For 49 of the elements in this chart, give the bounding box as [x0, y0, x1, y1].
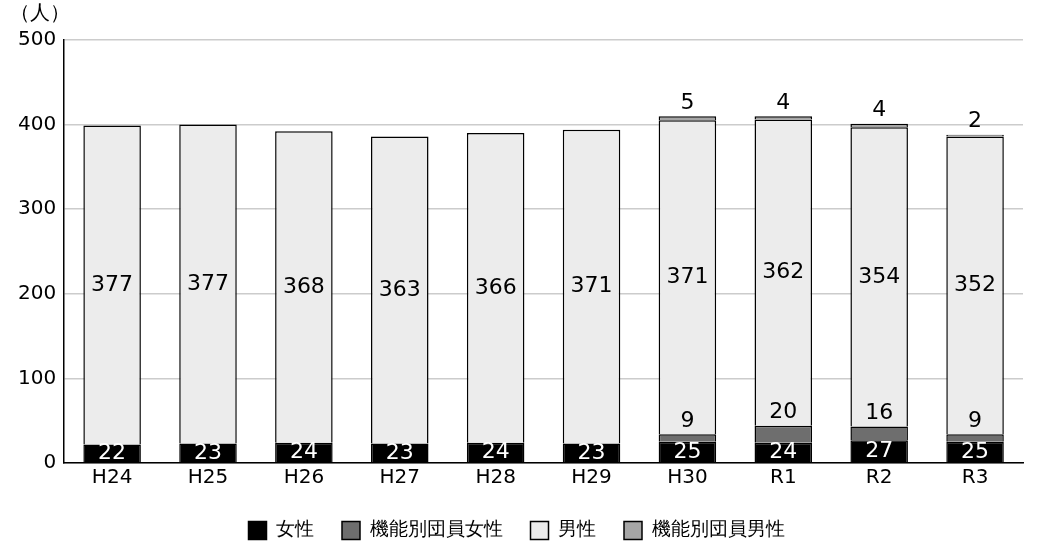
data-label: 2	[968, 107, 983, 133]
data-label: 25	[673, 437, 702, 463]
data-label: 16	[865, 399, 894, 425]
data-label: 366	[474, 273, 517, 299]
x-tick-label: H30	[667, 464, 708, 489]
data-label: 27	[865, 436, 894, 462]
x-tick-label: H24	[91, 464, 133, 489]
data-label: 9	[968, 406, 983, 432]
legend-label: 女性	[276, 517, 314, 540]
y-tick-label: 300	[17, 195, 57, 220]
data-label: 23	[577, 438, 606, 464]
x-tick-label: H29	[571, 464, 612, 489]
data-label: 4	[776, 88, 791, 114]
data-label: 20	[769, 398, 798, 424]
x-tick-label: H25	[187, 464, 229, 489]
data-label: 24	[769, 438, 798, 464]
data-label: 362	[762, 258, 805, 284]
data-label: 9	[680, 406, 695, 432]
data-label: 368	[282, 272, 325, 298]
x-tick-label: H26	[283, 464, 325, 489]
legend-label: 機能別団員男性	[651, 517, 785, 540]
y-axis-title: （人）	[10, 0, 70, 25]
y-tick-label: 0	[43, 449, 57, 474]
y-tick-label: 200	[17, 280, 57, 304]
data-label: 352	[954, 271, 997, 297]
legend-label: 男性	[558, 517, 596, 540]
data-label: 354	[858, 262, 901, 288]
data-label: 25	[961, 437, 990, 463]
x-tick-label: R3	[961, 464, 989, 489]
x-tick-label: H28	[475, 464, 516, 489]
y-tick-label: 500	[17, 26, 57, 51]
data-label: 23	[385, 438, 414, 464]
data-label: 363	[378, 275, 421, 301]
legend-label: 機能別団員女性	[369, 517, 503, 540]
data-label: 22	[98, 439, 127, 465]
data-label: 24	[289, 438, 318, 464]
x-tick-label: R1	[769, 464, 797, 489]
data-label: 23	[194, 438, 222, 464]
y-tick-label: 400	[17, 110, 57, 135]
data-label: 377	[91, 270, 134, 296]
y-tick-label: 100	[17, 364, 57, 389]
x-tick-label: R2	[865, 464, 893, 489]
data-label: 4	[872, 96, 887, 122]
data-label: 371	[666, 263, 709, 289]
data-label: 377	[187, 269, 229, 295]
x-tick-label: H27	[379, 464, 421, 489]
data-label: 24	[481, 438, 510, 464]
data-label: 371	[570, 272, 613, 298]
data-label: 5	[680, 88, 695, 114]
